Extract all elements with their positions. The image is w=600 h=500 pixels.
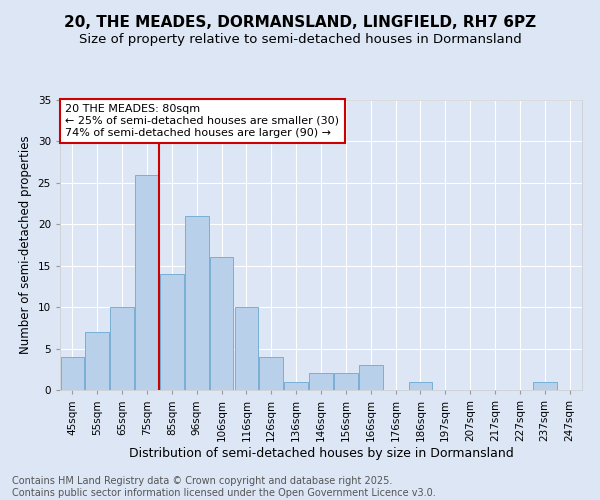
Text: 20, THE MEADES, DORMANSLAND, LINGFIELD, RH7 6PZ: 20, THE MEADES, DORMANSLAND, LINGFIELD, … [64,15,536,30]
Bar [359,365,383,390]
Bar [185,216,209,390]
Bar [284,382,308,390]
Bar [409,382,432,390]
Bar [235,307,258,390]
X-axis label: Distribution of semi-detached houses by size in Dormansland: Distribution of semi-detached houses by … [128,446,514,460]
Y-axis label: Number of semi-detached properties: Number of semi-detached properties [19,136,32,354]
Text: Contains HM Land Registry data © Crown copyright and database right 2025.
Contai: Contains HM Land Registry data © Crown c… [12,476,436,498]
Bar [85,332,109,390]
Bar [259,357,283,390]
Text: 20 THE MEADES: 80sqm
← 25% of semi-detached houses are smaller (30)
74% of semi-: 20 THE MEADES: 80sqm ← 25% of semi-detac… [65,104,339,138]
Text: Size of property relative to semi-detached houses in Dormansland: Size of property relative to semi-detach… [79,32,521,46]
Bar [135,174,159,390]
Bar [210,258,233,390]
Bar [160,274,184,390]
Bar [110,307,134,390]
Bar [334,374,358,390]
Bar [309,374,333,390]
Bar [533,382,557,390]
Bar [61,357,84,390]
